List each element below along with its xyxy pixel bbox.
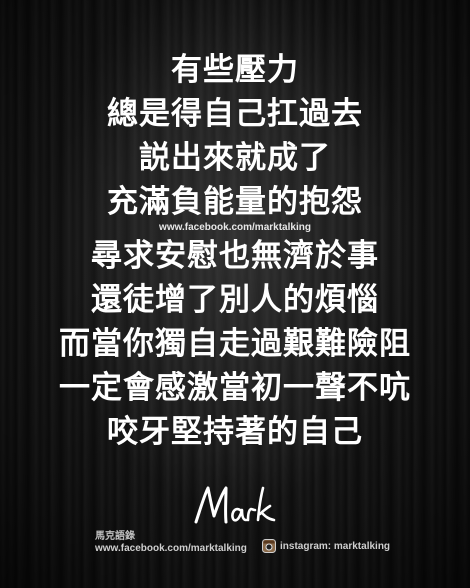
poem-line: 説出來就成了 — [139, 140, 331, 176]
footer-brand: 馬克語錄 www.facebook.com/marktalking — [95, 531, 247, 555]
brand-name: 馬克語錄 — [95, 531, 135, 542]
poem-line: 咬牙堅持著的自己 — [107, 414, 363, 450]
poem-line: 一定會感激當初一聲不吭 — [59, 370, 411, 406]
footer-instagram: instagram: marktalking — [262, 539, 390, 553]
mark-signature — [0, 482, 470, 533]
poem-line: 充滿負能量的抱怨 — [107, 184, 363, 220]
poem-line: 有些壓力 — [171, 52, 299, 88]
poem-line: 尋求安慰也無濟於事 — [91, 238, 379, 274]
poem-line: 而當你獨自走過艱難險阻 — [59, 326, 411, 362]
signature-logo — [194, 486, 276, 524]
facebook-watermark: www.facebook.com/marktalking — [159, 222, 311, 233]
footer-facebook-link: www.facebook.com/marktalking — [95, 543, 247, 554]
instagram-handle: instagram: marktalking — [280, 540, 391, 552]
poem-text: 有些壓力 總是得自己扛過去 説出來就成了 充滿負能量的抱怨 www.facebo… — [0, 48, 470, 454]
poem-line: 總是得自己扛過去 — [107, 96, 363, 132]
instagram-icon — [262, 539, 276, 553]
poem-line: 還徒增了別人的煩惱 — [91, 282, 379, 318]
